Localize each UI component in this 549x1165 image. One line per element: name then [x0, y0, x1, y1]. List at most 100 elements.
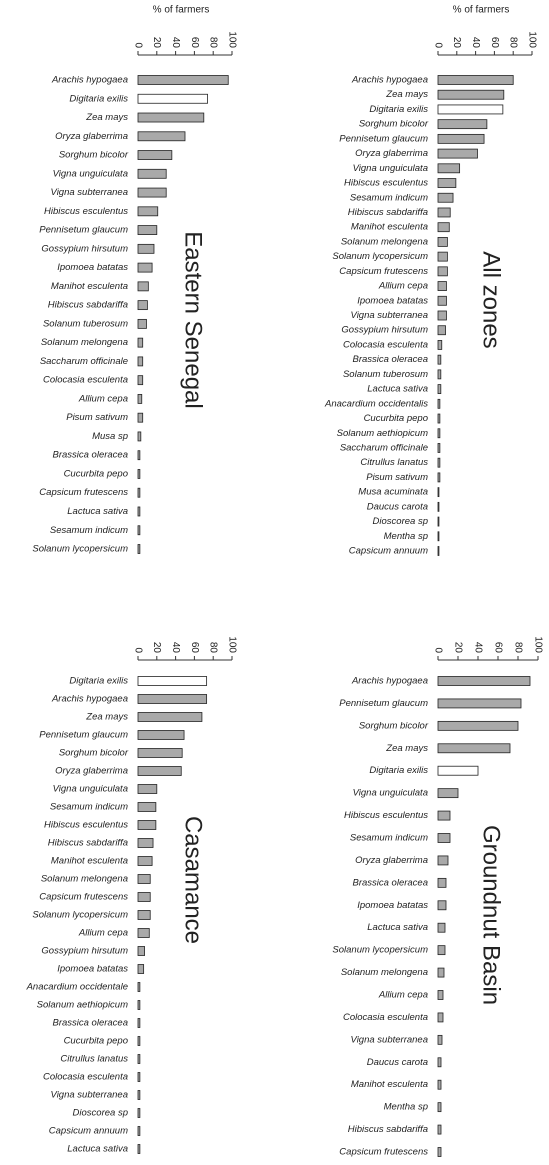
x-tick-label: 0 [432, 647, 443, 653]
category-label: Oryza glaberrima [55, 766, 128, 777]
bar [437, 281, 447, 291]
category-label: Ipomoea batatas [357, 900, 428, 911]
bar [437, 810, 451, 821]
category-label: Vigna subterranea [51, 1090, 128, 1101]
bar [437, 501, 440, 512]
bar [137, 131, 186, 142]
bar [437, 89, 505, 100]
x-tick-label: 100 [532, 636, 543, 653]
category-label: Vigna subterranea [351, 310, 428, 321]
bar [437, 487, 440, 498]
bar [137, 506, 141, 517]
bar [137, 469, 141, 479]
bar [137, 75, 229, 85]
category-label: Arachis hypogaea [351, 676, 428, 687]
category-label: Capsicum frutescens [339, 266, 428, 277]
category-label: Brassica oleracea [352, 354, 428, 365]
category-label: Manihot esculenta [51, 856, 128, 867]
bar [437, 472, 441, 483]
bar [437, 1034, 443, 1045]
bar [137, 928, 150, 938]
bar [137, 874, 151, 884]
bar [137, 243, 155, 254]
bar [437, 743, 511, 754]
bar [137, 1144, 141, 1154]
panel-title: All zones [478, 251, 505, 348]
bar [437, 413, 441, 424]
bar [137, 982, 141, 992]
x-tick-label: 0 [132, 42, 143, 48]
bar [437, 119, 488, 130]
category-label: Solanum lycopersicum [332, 251, 428, 262]
category-label: Musa sp [92, 431, 128, 442]
category-label: Zea mays [385, 743, 428, 754]
bar [437, 148, 478, 159]
category-label: Daucus carota [367, 501, 428, 512]
category-label: Digitaria exilis [69, 676, 128, 687]
x-tick-label: 60 [492, 642, 503, 654]
bar [137, 766, 182, 776]
bar [437, 922, 446, 933]
bar [137, 802, 157, 812]
x-tick-label: 100 [526, 31, 537, 48]
category-label: Solanum tuberosum [343, 369, 428, 380]
bar [437, 833, 451, 843]
bar [137, 318, 147, 329]
bar [137, 946, 145, 956]
category-label: Oryza glaberrima [55, 131, 128, 142]
category-label: Capsicum annuum [49, 1126, 128, 1137]
category-label: Gossypium hirsutum [341, 325, 428, 336]
bar [137, 910, 151, 920]
bar [137, 1108, 141, 1118]
bar [137, 487, 141, 498]
x-tick-label: 40 [170, 37, 181, 49]
bar [137, 206, 159, 217]
category-label: Pisum sativum [366, 472, 428, 483]
bar [137, 730, 185, 740]
category-label: Anacardium occidentale [26, 982, 128, 993]
category-label: Colocasia esculenta [43, 1072, 128, 1083]
bar [437, 1057, 442, 1068]
bar [137, 281, 149, 292]
category-label: Saccharum officinale [340, 442, 428, 453]
category-label: Digitaria exilis [69, 93, 128, 104]
bar [137, 748, 183, 758]
bar [437, 676, 531, 686]
category-label: Mentha sp [384, 1102, 428, 1113]
bar [137, 1054, 141, 1064]
category-label: Zea mays [385, 89, 428, 100]
bar [437, 698, 522, 709]
x-tick-label: 100 [226, 31, 237, 48]
bar [137, 431, 142, 442]
category-label: Hibiscus esculentus [344, 178, 428, 189]
category-label: Pennisetum glaucum [39, 225, 128, 236]
x-axis-label: % of farmers [453, 5, 510, 16]
bar [437, 192, 454, 203]
category-label: Lactuca sativa [367, 384, 428, 395]
category-label: Solanum melongena [341, 236, 428, 247]
bar [437, 384, 442, 394]
category-label: Solanum lycopersicum [332, 945, 428, 956]
bar [137, 712, 203, 722]
category-label: Dioscorea sp [73, 1108, 128, 1119]
category-label: Hibiscus sabdariffa [48, 300, 128, 311]
bar [137, 375, 144, 386]
category-label: Brassica oleracea [52, 1018, 128, 1029]
x-tick-label: 0 [432, 42, 443, 48]
category-label: Hibiscus sabdariffa [348, 1124, 428, 1135]
bar [137, 856, 153, 866]
category-label: Hibiscus esculentus [44, 206, 128, 217]
bar [137, 820, 157, 830]
bar [437, 104, 504, 115]
category-label: Vigna unguiculata [353, 163, 428, 174]
x-tick-label: 20 [151, 642, 162, 654]
category-label: Colocasia esculenta [43, 375, 128, 386]
category-label: Ipomoea batatas [57, 964, 128, 975]
category-label: Vigna subterranea [351, 1034, 428, 1045]
category-label: Arachis hypogaea [51, 75, 128, 86]
category-label: Ipomoea batatas [57, 262, 128, 273]
x-tick-label: 60 [489, 37, 500, 49]
x-tick-label: 100 [226, 636, 237, 653]
x-tick-label: 20 [451, 37, 462, 49]
bar [437, 428, 441, 439]
